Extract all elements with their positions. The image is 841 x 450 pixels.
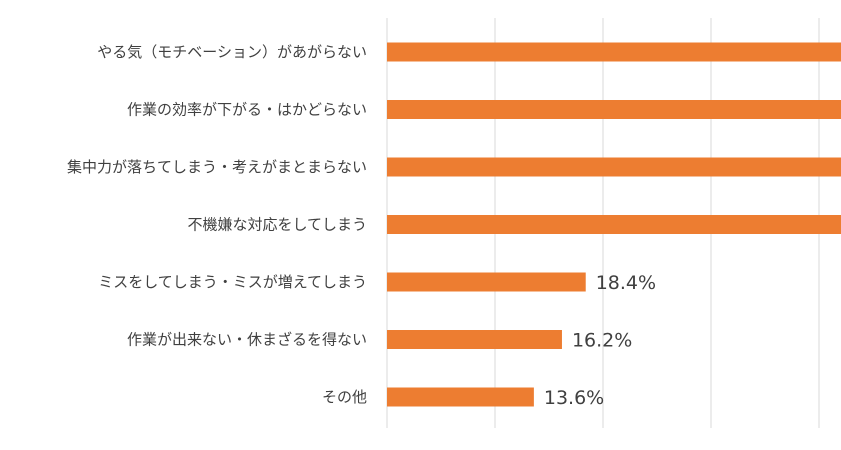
- bar: [387, 272, 586, 292]
- category-label: 集中力が落ちてしまう・考えがまとまらない: [67, 158, 367, 176]
- category-label: その他: [322, 388, 367, 406]
- bar: [387, 100, 841, 119]
- bar-layer: [387, 42, 841, 407]
- category-label: 作業が出来ない・休まざるを得ない: [127, 331, 367, 349]
- category-label: 不機嫌な対応をしてしまう: [187, 216, 367, 234]
- value-label-layer: 70.3%62.7%60.9%52.5%18.4%16.2%13.6%: [544, 272, 656, 409]
- bar: [387, 215, 841, 234]
- category-label: やる気（モチベーション）があがらない: [97, 43, 367, 61]
- category-label-layer: やる気（モチベーション）があがらない作業の効率が下がる・はかどらない集中力が落ち…: [67, 43, 367, 406]
- value-label: 16.2%: [572, 330, 632, 352]
- value-label: 13.6%: [544, 387, 604, 409]
- bar: [387, 387, 534, 407]
- value-label: 18.4%: [596, 272, 656, 294]
- bar: [387, 157, 841, 177]
- bar: [387, 330, 562, 349]
- category-label: 作業の効率が下がる・はかどらない: [127, 101, 367, 119]
- category-label: ミスをしてしまう・ミスが増えてしまう: [98, 273, 367, 291]
- bar: [387, 42, 841, 62]
